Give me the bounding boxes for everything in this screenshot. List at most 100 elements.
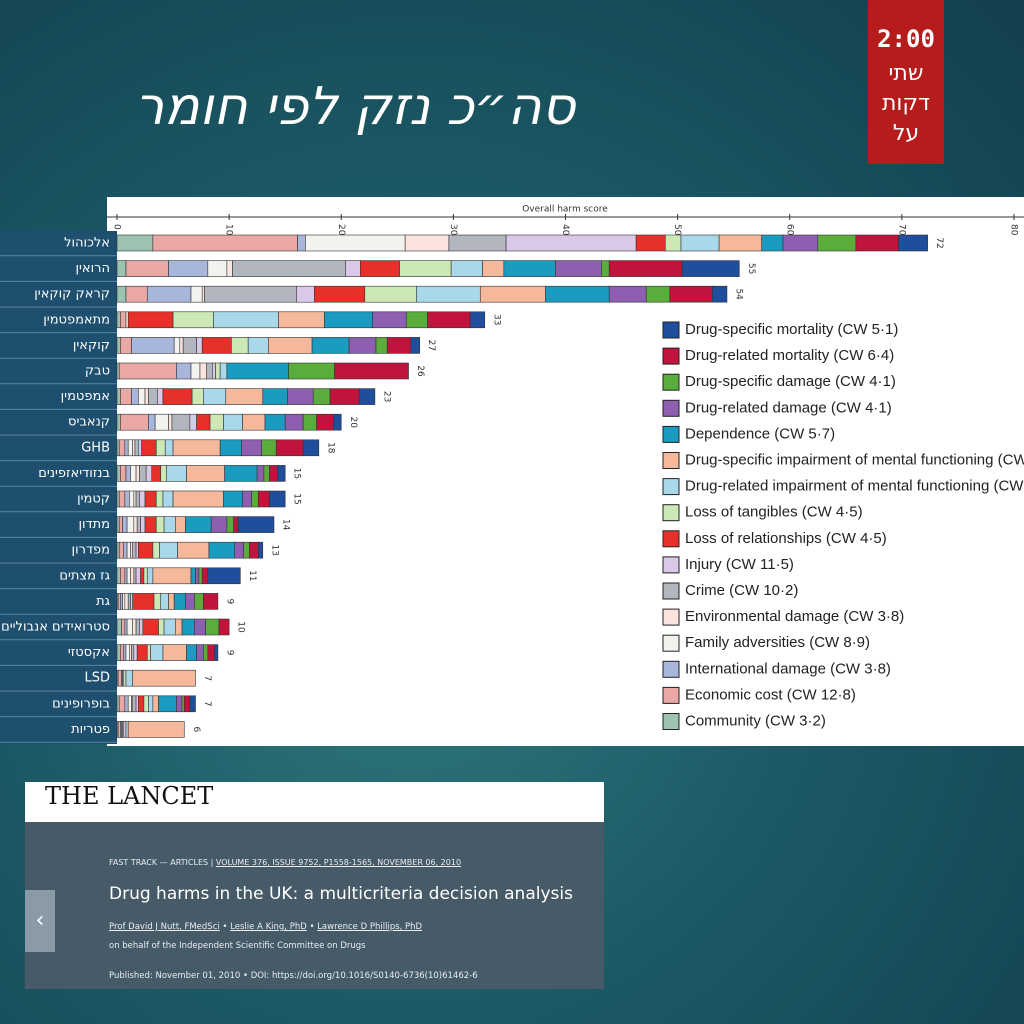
bar-segment [226, 516, 234, 533]
bar-segment [135, 695, 139, 713]
bar-segment [150, 644, 164, 661]
bar-segment [141, 439, 157, 457]
bar-segment [116, 337, 121, 354]
published: Published: November 01, 2010 [109, 971, 241, 981]
bar-segment [189, 695, 196, 713]
bar-segment [140, 516, 146, 533]
bar-segment [311, 337, 350, 354]
bar-segment [237, 516, 275, 533]
bar-segment [172, 439, 221, 457]
bar-segment [225, 388, 264, 405]
total-label: 54 [733, 288, 743, 300]
bar-segment [133, 490, 137, 508]
bar-segment [124, 490, 130, 508]
bar-segment [669, 285, 713, 303]
legend-swatch [662, 452, 680, 469]
bar-segment [194, 593, 204, 610]
bar-segment [145, 465, 153, 482]
bar-segment [117, 721, 121, 738]
legend-swatch [662, 582, 680, 600]
bar-segment [133, 644, 138, 661]
bar-segment [125, 285, 148, 303]
bar-segment [132, 439, 136, 457]
pub-info: Published: November 01, 2010 • DOI: http… [109, 971, 478, 981]
prev-button[interactable]: ‹ [25, 890, 55, 952]
bar-segment [177, 541, 210, 559]
y-tick-label: אלכוהול [64, 236, 110, 251]
bar-segment [360, 260, 400, 277]
bar-segment [372, 311, 407, 329]
bar-segment [146, 285, 192, 303]
legend-label: Family adversities (CW 8·9) [685, 634, 870, 651]
bar-segment [206, 362, 213, 380]
bar-segment [131, 388, 139, 405]
bar-segment [345, 260, 361, 277]
bar-segment [158, 695, 177, 713]
total-label: 10 [236, 621, 246, 633]
bar-segment [348, 337, 377, 354]
y-tick-label: מתדון [78, 517, 110, 532]
bar-segment [148, 388, 158, 405]
bar-segment [163, 618, 176, 636]
bar-segment [148, 695, 154, 713]
bar-segment [242, 413, 266, 431]
y-tick-label: פטריות [71, 722, 110, 737]
bar-segment [194, 618, 206, 636]
bar-segment [256, 465, 265, 482]
total-label: 33 [491, 314, 501, 325]
author[interactable]: Prof David J Nutt, FMedSci [109, 922, 220, 932]
bar-segment [278, 311, 325, 329]
legend-swatch [662, 478, 680, 496]
bar-segment [155, 490, 164, 508]
legend-swatch [662, 399, 680, 417]
bar-segment [131, 644, 135, 661]
legend-label: Drug-specific damage (CW 4·1) [685, 373, 896, 390]
bar-segment [130, 567, 135, 585]
bar-segment [144, 516, 157, 533]
author[interactable]: Lawrence D Phillips, PhD [317, 922, 423, 932]
bar-segment [162, 388, 193, 405]
bar-segment [123, 541, 128, 559]
bar-segment [116, 567, 121, 585]
bar-segment [224, 465, 258, 482]
bar-segment [130, 465, 137, 482]
x-tick-label: 80 [1009, 224, 1019, 236]
bar-segment [116, 439, 120, 457]
bar-segment [196, 644, 204, 661]
bar-segment [448, 234, 507, 252]
bar-segment [277, 465, 286, 482]
bar-segment [118, 490, 126, 508]
journal-name: THE LANCET [25, 782, 604, 822]
legend-label: Community (CW 3·2) [685, 712, 826, 729]
y-tick-label: מתאמפטמין [43, 312, 110, 327]
legend-swatch [662, 556, 680, 574]
bar-segment [608, 285, 647, 303]
x-tick-label: 60 [784, 224, 794, 236]
bar-segment [201, 567, 209, 585]
bar-segment [284, 413, 304, 431]
bar-segment [133, 567, 137, 585]
bar-segment [179, 337, 184, 354]
author[interactable]: Leslie A King, PhD [230, 922, 307, 932]
bar-segment [172, 490, 224, 508]
bar-segment [146, 644, 151, 661]
total-label: 72 [934, 237, 944, 248]
x-tick-label: 10 [224, 224, 234, 236]
bar-segment [135, 490, 140, 508]
bar-segment [132, 669, 196, 687]
y-tick-label: קראק קוקאין [34, 287, 110, 302]
total-label: 20 [348, 416, 358, 428]
y-tick-label: גת [96, 594, 110, 609]
bar-segment [117, 669, 122, 687]
bar-segment [164, 439, 174, 457]
bar-segment [116, 465, 121, 482]
bar-segment [264, 413, 286, 431]
total-label: 11 [247, 570, 257, 581]
legend-label: Loss of tangibles (CW 4·5) [685, 504, 863, 521]
article-meta: FAST TRACK — ARTICLES | VOLUME 376, ISSU… [109, 858, 462, 867]
bar-segment [718, 234, 763, 252]
legend-label: Environmental damage (CW 3·8) [685, 608, 904, 625]
legend-label: Injury (CW 11·5) [685, 556, 794, 573]
bar-segment [241, 439, 262, 457]
